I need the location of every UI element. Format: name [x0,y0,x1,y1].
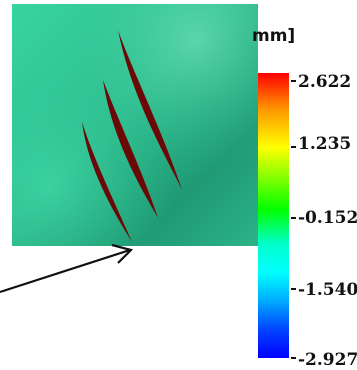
scale-tick-label: -2.927 [298,350,357,370]
scale-tick-label: -1.540 [298,280,357,300]
tick-mark [291,217,296,219]
tick-mark [291,146,296,148]
pointer-arrow [0,248,131,294]
scale-tick-label: 1.235 [298,134,352,154]
arrow-head [111,243,134,264]
crack-1 [118,30,182,190]
scale-tick-label: 2.622 [298,72,352,92]
tick-mark [291,357,296,359]
tick-mark [291,80,296,82]
unit-label: mm] [252,26,296,46]
crack-2 [103,80,158,218]
tick-mark [291,288,296,290]
scale-tick-label: -0.1527 [298,208,357,228]
color-scale-bar [258,73,289,358]
